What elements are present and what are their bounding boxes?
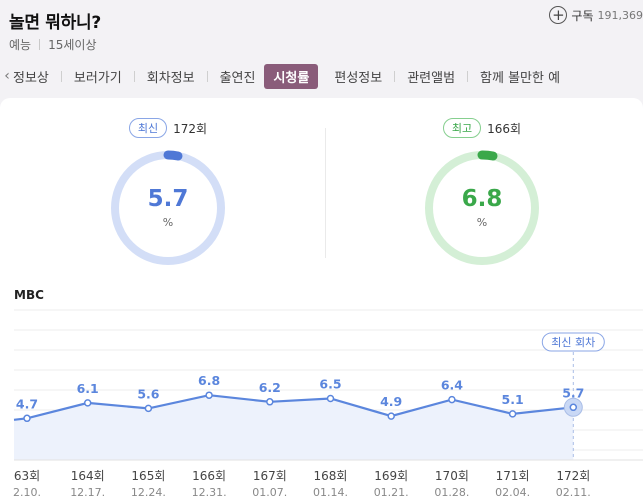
subscribe-button[interactable]: + 구독 191,369 xyxy=(549,6,643,24)
tab-bar: ‹ 정보상 보러가기 회차정보 출연진 시청률 편성정보 관련앨범 함께 볼만한… xyxy=(0,62,643,90)
highest-badge: 최고 xyxy=(442,118,482,138)
stats-divider xyxy=(325,128,326,258)
highest-rating-card: 최고 166회 6.8 % xyxy=(342,98,622,265)
tab-schedule[interactable]: 편성정보 xyxy=(334,70,383,86)
tab-divider xyxy=(206,70,208,82)
chevron-left-icon[interactable]: ‹ xyxy=(4,68,10,84)
latest-episode: 172회 xyxy=(173,121,208,136)
channel-label: MBC xyxy=(14,288,44,302)
latest-rating-gauge: 5.7 % xyxy=(108,148,228,268)
tab-info[interactable]: 정보상 xyxy=(13,70,49,86)
highest-rating-header: 최고 166회 xyxy=(342,118,622,138)
program-title: 놀면 뭐하니? xyxy=(9,13,101,33)
latest-rating-header: 최신 172회 xyxy=(28,118,308,138)
tab-divider xyxy=(394,70,396,82)
tab-episodes[interactable]: 회차정보 xyxy=(146,70,195,86)
genre-label: 예능 xyxy=(9,38,32,52)
latest-rating-value: 5.7 xyxy=(147,186,189,212)
highest-rating-unit: % xyxy=(476,216,488,229)
plus-icon: + xyxy=(549,6,568,24)
subscribe-label: 구독 xyxy=(571,8,594,23)
latest-rating-card: 최신 172회 5.7 % xyxy=(28,98,308,265)
subscriber-count: 191,369 xyxy=(597,8,643,22)
program-header: 놀면 뭐하니? 예능 15세이상 + 구독 191,369 xyxy=(0,0,643,60)
highest-episode: 166회 xyxy=(487,121,522,136)
tab-cast[interactable]: 출연진 xyxy=(219,70,256,86)
tab-divider xyxy=(133,70,135,82)
meta-divider xyxy=(39,39,41,50)
tab-recommended[interactable]: 함께 볼만한 예 xyxy=(480,70,561,86)
highest-rating-value: 6.8 xyxy=(461,186,503,212)
tab-divider xyxy=(60,70,62,82)
program-meta: 예능 15세이상 xyxy=(9,36,96,53)
age-rating-label: 15세이상 xyxy=(48,38,97,52)
highest-rating-gauge: 6.8 % xyxy=(422,148,542,268)
latest-badge: 최신 xyxy=(128,118,168,138)
tab-watch[interactable]: 보러가기 xyxy=(73,70,122,86)
tab-divider xyxy=(467,70,469,82)
ratings-panel: 최신 172회 5.7 % 최고 166회 6.8 % MBC xyxy=(0,98,643,500)
tab-ratings[interactable]: 시청률 xyxy=(264,63,319,89)
latest-rating-unit: % xyxy=(162,216,174,229)
tab-albums[interactable]: 관련앨범 xyxy=(407,70,456,86)
